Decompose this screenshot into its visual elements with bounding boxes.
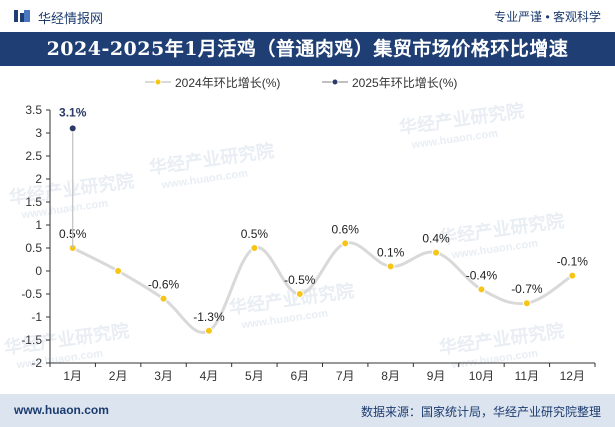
- series-2024-point: [204, 326, 213, 335]
- series-2024-point: [386, 262, 395, 271]
- series-2024-data-label: 0.4%: [422, 232, 450, 246]
- brand-name: 华经情报网: [38, 11, 104, 26]
- x-tick-label: 4月: [200, 369, 219, 383]
- y-tick-label: -1: [31, 310, 42, 324]
- x-tick-label: 8月: [381, 369, 400, 383]
- x-tick-label: 6月: [290, 369, 309, 383]
- legend-swatch-2025-icon: [322, 78, 348, 86]
- series-2024-point: [295, 290, 304, 298]
- y-tick-label: 3.5: [25, 103, 42, 117]
- series-2024-point: [114, 267, 123, 275]
- chart-title: 2024-2025年1月活鸡（普通肉鸡）集贸市场价格环比增速: [46, 38, 569, 60]
- series-2024-point: [568, 271, 577, 280]
- series-2024-data-label: -1.3%: [193, 310, 225, 324]
- x-tick-label: 7月: [336, 369, 355, 383]
- x-tick-label: 2月: [109, 369, 128, 383]
- series-2025-point: [68, 124, 77, 133]
- series-2024-data-label: 0.5%: [241, 227, 269, 241]
- y-tick-label: 0: [35, 264, 42, 278]
- y-tick-label: 3: [35, 126, 42, 140]
- series-2024-point: [522, 299, 531, 308]
- x-tick-label: 12月: [560, 369, 585, 383]
- series-2024-data-label: -0.5%: [284, 273, 316, 287]
- series-2024-point: [250, 244, 259, 252]
- footer: www.huaon.com 数据来源：国家统计局，华经产业研究院整理: [0, 394, 615, 427]
- series-2025-data-label: 3.1%: [59, 105, 87, 119]
- y-tick-label: 0.5: [25, 241, 42, 255]
- top-bar: 华经情报网 专业严谨 • 客观科学: [0, 0, 615, 32]
- x-tick-label: 5月: [245, 369, 264, 383]
- legend-label-2025: 2025年环比增长(%): [352, 76, 458, 90]
- series-2024-point: [159, 294, 168, 303]
- y-tick-label: -0.5: [21, 287, 42, 301]
- x-tick-label: 10月: [469, 369, 494, 383]
- y-tick-label: -1.5: [21, 333, 42, 347]
- series-2024-data-label: 0.1%: [377, 245, 405, 259]
- x-tick-label: 9月: [427, 369, 446, 383]
- series-2024-data-label: -0.1%: [557, 255, 589, 269]
- legend-swatch-2024-icon: [145, 78, 171, 86]
- y-tick-label: 1.5: [25, 195, 42, 209]
- watermark-layer: 华经产业研究院www.huaon.com华经产业研究院www.huaon.com…: [3, 100, 566, 372]
- footer-website: www.huaon.com: [14, 403, 109, 417]
- x-tick-label: 3月: [154, 369, 173, 383]
- legend: 2024年环比增长(%) 2025年环比增长(%): [0, 72, 615, 94]
- series-2024: 0.5%-0.6%-1.3%0.5%-0.5%0.6%0.1%0.4%-0.4%…: [59, 222, 589, 335]
- series-2024-data-label: -0.4%: [466, 268, 498, 282]
- series-2024-data-label: 0.6%: [332, 222, 360, 236]
- footer-source: 数据来源：国家统计局，华经产业研究院整理: [360, 405, 601, 419]
- logo-icon: [14, 10, 30, 22]
- x-tick-label: 11月: [515, 369, 539, 383]
- y-tick-label: 1: [35, 218, 42, 232]
- series-2024-data-label: -0.6%: [148, 278, 180, 292]
- tagline: 专业严谨 • 客观科学: [494, 10, 601, 24]
- x-tick-label: 1月: [63, 369, 82, 383]
- y-tick-label: -2: [31, 356, 42, 370]
- y-tick-label: 2: [35, 172, 42, 186]
- y-tick-label: 2.5: [25, 149, 42, 163]
- line-chart: 华经产业研究院www.huaon.com华经产业研究院www.huaon.com…: [3, 100, 596, 383]
- series-2024-point: [341, 239, 350, 248]
- series-2024-point: [432, 248, 441, 257]
- legend-label-2024: 2024年环比增长(%): [175, 76, 281, 90]
- title-bar: 2024-2025年1月活鸡（普通肉鸡）集贸市场价格环比增速: [0, 32, 615, 66]
- series-2025: 3.1%: [59, 105, 87, 248]
- series-2024-data-label: -0.7%: [511, 282, 543, 296]
- series-2024-point: [477, 285, 486, 294]
- axes: 3.5 3 2.5 2 1.5 1 0.5 0 -0.5 -1 -1.5 -2 1月 2月 3月 4月 5月 6月…: [21, 103, 596, 383]
